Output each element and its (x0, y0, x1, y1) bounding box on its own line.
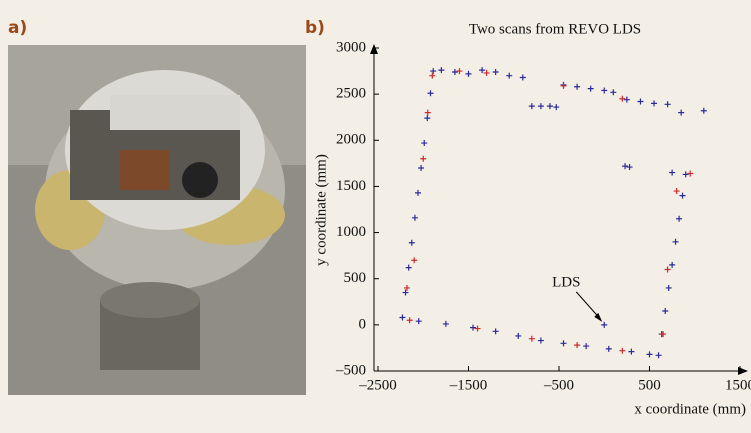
x-tick-label: –500 (543, 377, 574, 393)
point (679, 192, 686, 199)
axis-arrow (370, 44, 378, 54)
point (574, 83, 581, 90)
annotation: LDS (552, 274, 580, 290)
point (451, 68, 458, 75)
y-tick-label: 1500 (336, 178, 366, 194)
point (669, 261, 676, 268)
point (678, 109, 685, 116)
point (628, 348, 635, 355)
y-tick-label: 500 (344, 270, 367, 286)
point (483, 69, 490, 76)
point (528, 103, 535, 110)
point (403, 284, 410, 291)
y-tick-label: 2500 (336, 86, 366, 102)
chart-title: Two scans from REVO LDS (469, 21, 641, 37)
point (664, 266, 671, 273)
point (605, 345, 612, 352)
photo (8, 45, 306, 395)
point (424, 109, 431, 116)
point (537, 337, 544, 344)
point (479, 67, 486, 74)
x-tick-label: –2500 (358, 377, 397, 393)
point (420, 155, 427, 162)
point (438, 67, 445, 74)
point (399, 314, 406, 321)
panel-label: b) (305, 18, 325, 38)
point (406, 317, 413, 324)
point (682, 171, 689, 178)
point (424, 115, 431, 122)
y-tick-label: 2000 (336, 132, 366, 148)
point (418, 164, 425, 171)
point (560, 82, 567, 89)
point (601, 321, 608, 328)
point (664, 101, 671, 108)
point (528, 335, 535, 342)
point (442, 320, 449, 327)
point (574, 342, 581, 349)
point (651, 100, 658, 107)
y-tick-label: 1000 (336, 224, 366, 240)
annotation-arrow (575, 291, 601, 320)
x-axis-label: x coordinate (mm) (634, 401, 746, 417)
point (411, 257, 418, 264)
point (673, 188, 680, 195)
point (519, 74, 526, 81)
y-tick-label: –500 (335, 362, 366, 378)
point (687, 170, 694, 177)
point (655, 352, 662, 359)
point (623, 96, 630, 103)
point (662, 308, 669, 315)
point (669, 169, 676, 176)
point (465, 70, 472, 77)
point (660, 331, 667, 338)
x-tick-label: –1500 (449, 377, 488, 393)
point (515, 332, 522, 339)
point (537, 103, 544, 110)
point (421, 140, 428, 147)
point (601, 87, 608, 94)
point (427, 90, 434, 97)
point (506, 72, 513, 79)
point (405, 264, 412, 271)
point (560, 340, 567, 347)
point (583, 343, 590, 350)
point (672, 238, 679, 245)
point (622, 163, 629, 170)
y-tick-label: 0 (359, 316, 367, 332)
point (492, 68, 499, 75)
panel-label: a) (8, 18, 27, 38)
point (676, 215, 683, 222)
point (587, 85, 594, 92)
point (665, 284, 672, 291)
annotation-arrowhead (594, 312, 603, 322)
point (415, 189, 422, 196)
point (546, 103, 553, 110)
point (492, 328, 499, 335)
y-axis-label: y coordinate (mm) (313, 154, 329, 266)
point (619, 347, 626, 354)
point (610, 89, 617, 96)
point (474, 325, 481, 332)
point (637, 98, 644, 105)
point (470, 324, 477, 331)
point (626, 164, 633, 171)
point (415, 318, 422, 325)
y-tick-label: 3000 (336, 39, 366, 55)
point (646, 351, 653, 358)
x-tick-label: 1500 (725, 377, 751, 393)
point (700, 107, 707, 114)
point (456, 68, 463, 75)
point (619, 95, 626, 102)
point (402, 289, 409, 296)
point (553, 104, 560, 111)
x-tick-label: 500 (638, 377, 661, 393)
point (411, 214, 418, 221)
point (408, 239, 415, 246)
point (430, 68, 437, 75)
point (429, 72, 436, 79)
